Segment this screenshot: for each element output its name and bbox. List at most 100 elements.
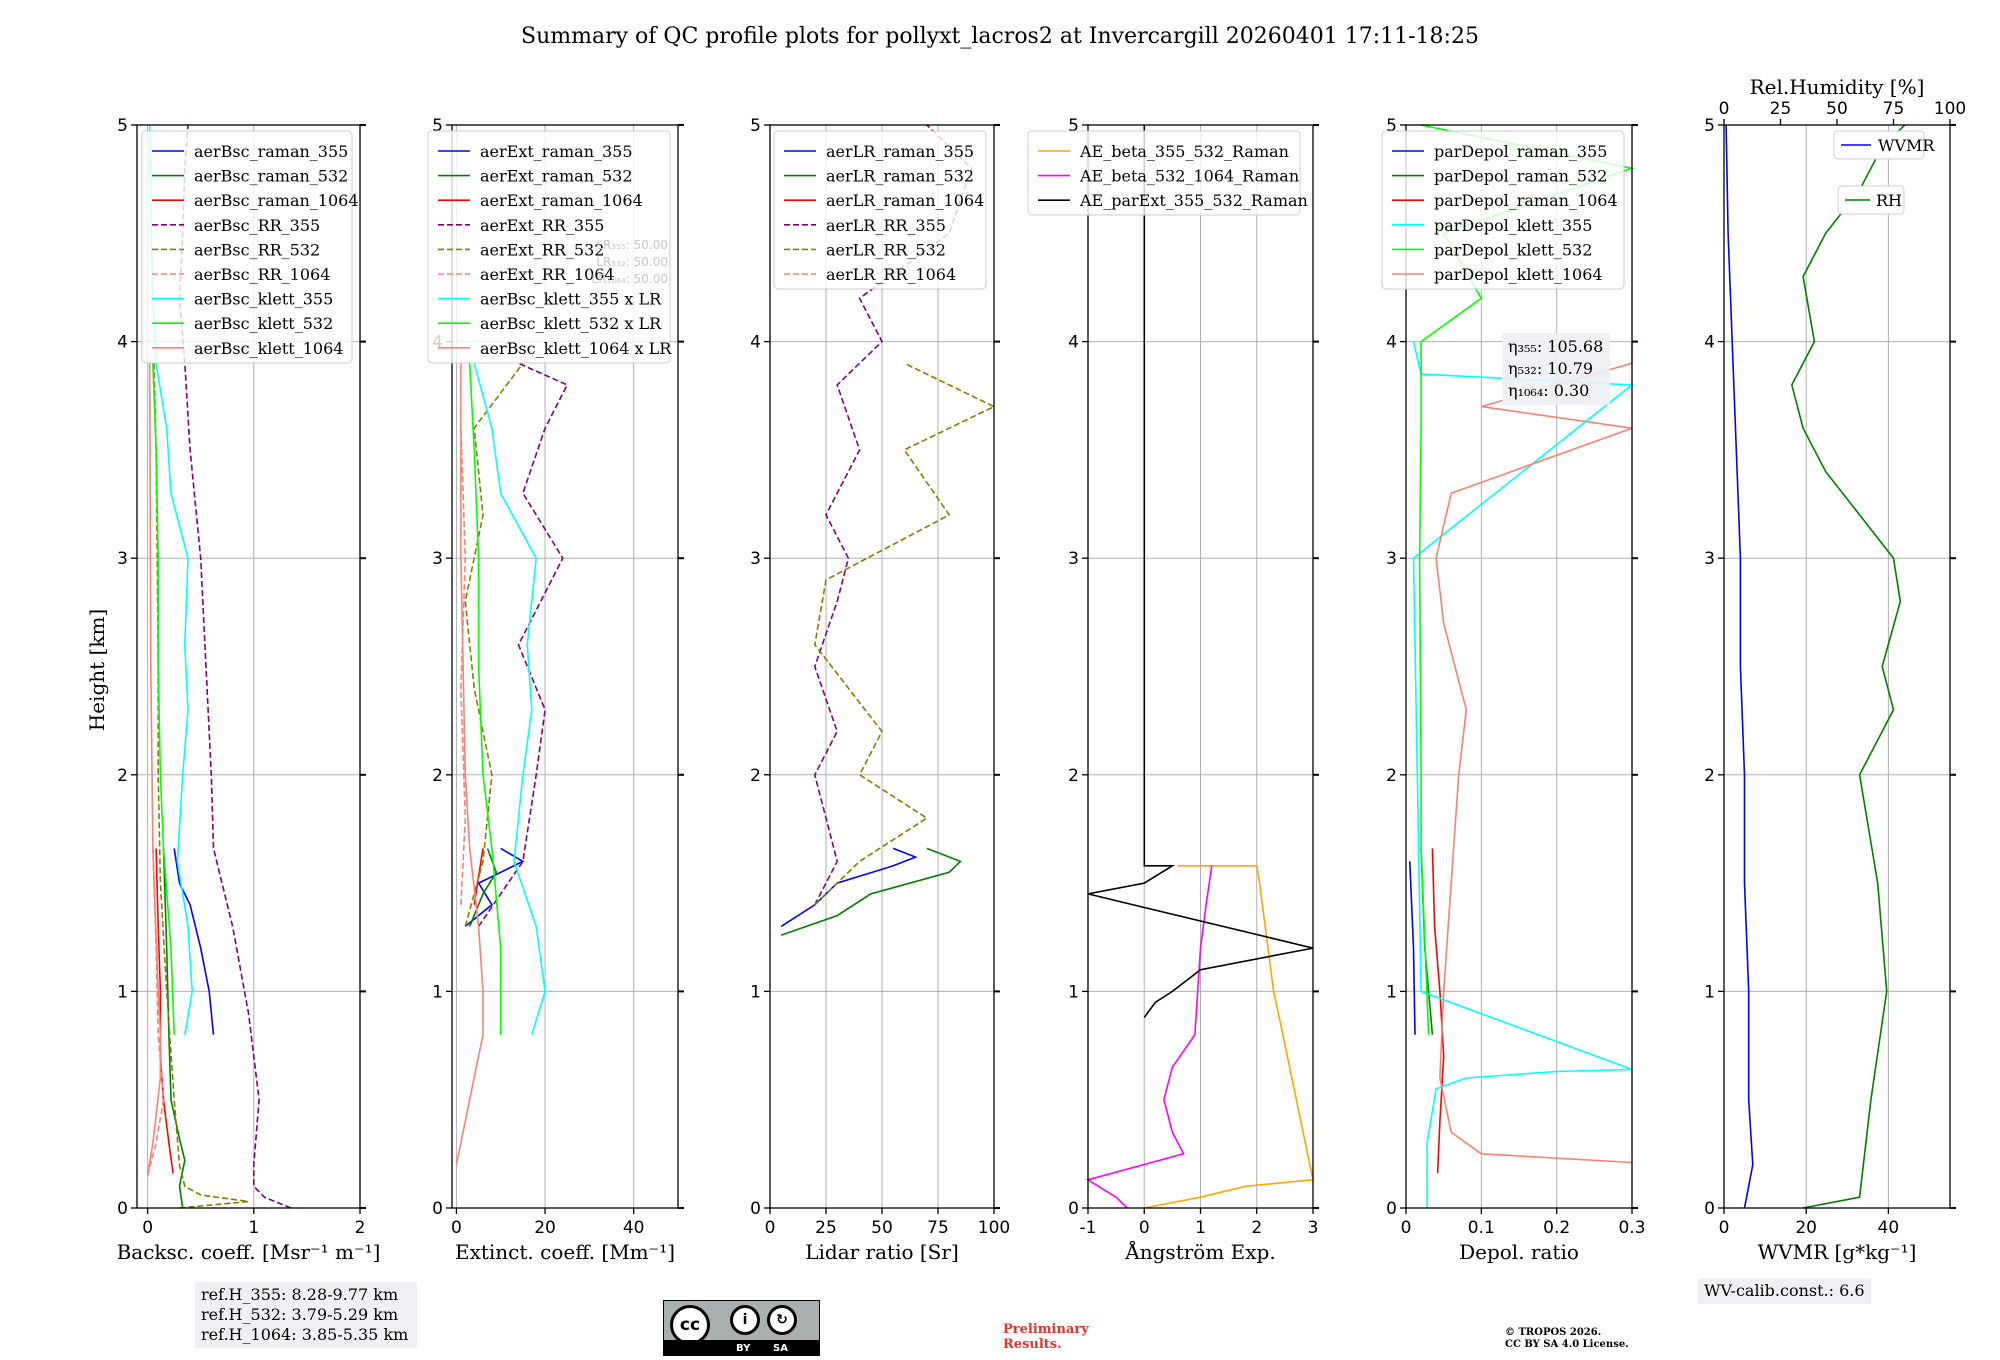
legend-rh: RH — [1837, 185, 1905, 215]
x-tick-label: 0.1 — [1468, 1218, 1495, 1238]
legend-label: aerBsc_klett_355 — [194, 290, 333, 309]
y-tick-label: 2 — [117, 766, 128, 786]
x-axis-label: Depol. ratio — [1459, 1240, 1579, 1264]
x-tick-label: 20 — [534, 1218, 556, 1238]
y-tick-label: 4 — [1704, 333, 1715, 353]
x-tick-label: 0 — [1401, 1218, 1412, 1238]
share-alike-icon: ↻ — [767, 1305, 797, 1335]
ref-height-box: ref.H_355: 8.28-9.77 km ref.H_532: 3.79-… — [195, 1282, 417, 1348]
legend-label: aerLR_RR_1064 — [826, 265, 956, 284]
legend-label: aerBsc_RR_1064 — [194, 265, 330, 284]
y-tick-label: 1 — [1386, 982, 1397, 1002]
preliminary-line-2: Results. — [1003, 1337, 1062, 1352]
legend-box — [427, 130, 671, 364]
series-line-pardepol-klett-1064 — [1435, 341, 1633, 1164]
x-tick-label: -1 — [1080, 1218, 1097, 1238]
series-line-pardepol-raman-1064 — [1431, 848, 1445, 1174]
series-line-aerbsc-klett-1064 — [146, 363, 162, 1176]
y-tick-label: 2 — [750, 766, 761, 786]
legend-label: aerExt_RR_355 — [480, 216, 604, 235]
axes-frame — [136, 124, 361, 1209]
panel-1: 0 1 2 0 1 2 3 4 5 Backsc. coeff. [Msr⁻¹ m⁻¹] aerBs… — [117, 116, 381, 1264]
series-line-ae-beta-355-532-raman — [1144, 864, 1314, 1209]
y-tick-label: 5 — [117, 116, 128, 136]
legend-label: parDepol_raman_1064 — [1434, 191, 1618, 210]
series-line-aerlr-rr-532 — [813, 362, 996, 906]
legend-label: aerBsc_klett_355 x LR — [480, 290, 662, 309]
legend-label: parDepol_raman_355 — [1434, 142, 1607, 161]
y-tick-label: 5 — [1704, 116, 1715, 136]
x-tick-label: 0 — [1719, 1218, 1730, 1238]
x-tick-label: 2 — [355, 1218, 366, 1238]
series-line-aerlr-raman-532 — [780, 847, 962, 936]
legend-label: aerLR_RR_355 — [826, 216, 946, 235]
legend-label: aerLR_raman_532 — [826, 167, 974, 186]
legend-label: aerExt_raman_355 — [480, 142, 633, 161]
cc-logo-icon: cc — [670, 1305, 710, 1345]
y-tick-label: 4 — [1068, 333, 1079, 353]
x-tick-label: 0 — [1139, 1218, 1150, 1238]
y-tick-label: 0 — [1068, 1199, 1079, 1219]
y-tick-label: 5 — [750, 116, 761, 136]
legend: aerExt_raman_355 aerExt_raman_532 aerExt_r… — [427, 130, 672, 364]
legend: parDepol_raman_355 parDepol_raman_532 parD… — [1381, 130, 1625, 290]
legend-label: WVMR — [1878, 136, 1935, 155]
license-by: BY — [736, 1343, 751, 1354]
legend-label: aerBsc_raman_532 — [194, 167, 348, 186]
y-tick-label: 1 — [1704, 982, 1715, 1002]
y-tick-label: 0 — [1386, 1199, 1397, 1219]
x2-axis-label: Rel.Humidity [%] — [1750, 75, 1925, 99]
y-tick-label: 3 — [117, 549, 128, 569]
series-line-aerlr-raman-355 — [780, 847, 918, 928]
legend: aerBsc_raman_355 aerBsc_raman_532 aerBsc_r… — [141, 130, 359, 364]
annotation-text: η₅₃₂: 10.79 — [1508, 359, 1593, 378]
x-tick-label: 2 — [1251, 1218, 1262, 1238]
legend-label: aerBsc_klett_1064 x LR — [480, 339, 672, 358]
y-tick-label: 4 — [750, 333, 761, 353]
legend-label: aerBsc_klett_532 — [194, 314, 333, 333]
x-axis-label: Lidar ratio [Sr] — [805, 1240, 959, 1264]
license-bar — [664, 1340, 819, 1355]
x-tick-label: 0.3 — [1618, 1218, 1645, 1238]
legend-label: aerBsc_RR_532 — [194, 240, 320, 259]
x-tick-label: 1 — [1195, 1218, 1206, 1238]
ref-height-1064: ref.H_1064: 3.85-5.35 km — [201, 1325, 409, 1344]
x-axis-label: WVMR [g*kg⁻¹] — [1758, 1240, 1917, 1264]
x-tick-label: 0 — [451, 1218, 462, 1238]
legend-note: LR₅₃₂: 50.00 — [596, 255, 668, 269]
legend-box — [1381, 130, 1625, 290]
legend-note: LR₁₀₆₄: 50.00 — [592, 272, 668, 286]
legend-label: aerLR_RR_532 — [826, 240, 946, 259]
annotation-box — [1502, 333, 1610, 405]
legend-label: aerBsc_klett_532 x LR — [480, 314, 662, 333]
legend-label: aerExt_RR_1064 — [480, 265, 615, 284]
legend-label: parDepol_raman_532 — [1434, 167, 1607, 186]
panel-6: 0 20 40 0 1 2 3 4 5 WVMR [g*kg⁻¹] 0 25 50 75 100 Rel.Hu… — [1704, 75, 1966, 1264]
series-line-ae-beta-532-1064-raman — [1086, 865, 1213, 1209]
legend-label: AE_beta_355_532_Raman — [1079, 142, 1289, 161]
x-tick-label: 3 — [1308, 1218, 1319, 1238]
legend-label: aerLR_raman_1064 — [826, 191, 984, 210]
x2-tick-label: 25 — [1770, 99, 1792, 119]
preliminary-note: Preliminary Results. — [1003, 1322, 1089, 1352]
x-axis-label: Backsc. coeff. [Msr⁻¹ m⁻¹] — [117, 1240, 381, 1264]
wv-calib-box: WV-calib.const.: 6.6 — [1698, 1278, 1871, 1304]
y-tick-label: 0 — [750, 1199, 761, 1219]
person-icon: i — [730, 1305, 760, 1335]
legend-label: aerExt_RR_532 — [480, 240, 604, 259]
y-tick-label: 3 — [750, 549, 761, 569]
legend-label: aerExt_raman_532 — [480, 167, 633, 186]
copyright-note: © TROPOS 2026. CC BY SA 4.0 License. — [1505, 1327, 1629, 1351]
series-line-aerbsc-rr-532 — [153, 363, 249, 1209]
panel-3: 0 25 50 75 100 0 1 2 3 4 5 Lidar ratio [Sr] aerLR_ra… — [750, 116, 1010, 1264]
series-line-aerbsc-klett-355-x-lr — [473, 363, 546, 1035]
x-tick-label: 0.2 — [1543, 1218, 1570, 1238]
preliminary-line-1: Preliminary — [1003, 1322, 1089, 1337]
series-line-aerbsc-klett-532 — [152, 363, 175, 1035]
x-tick-label: 0 — [765, 1218, 776, 1238]
y-tick-label: 5 — [432, 116, 443, 136]
x-tick-label: 0 — [142, 1218, 153, 1238]
legend-label: aerLR_raman_355 — [826, 142, 974, 161]
y-tick-label: 4 — [1386, 333, 1397, 353]
figure-title: Summary of QC profile plots for pollyxt_… — [521, 24, 1479, 49]
